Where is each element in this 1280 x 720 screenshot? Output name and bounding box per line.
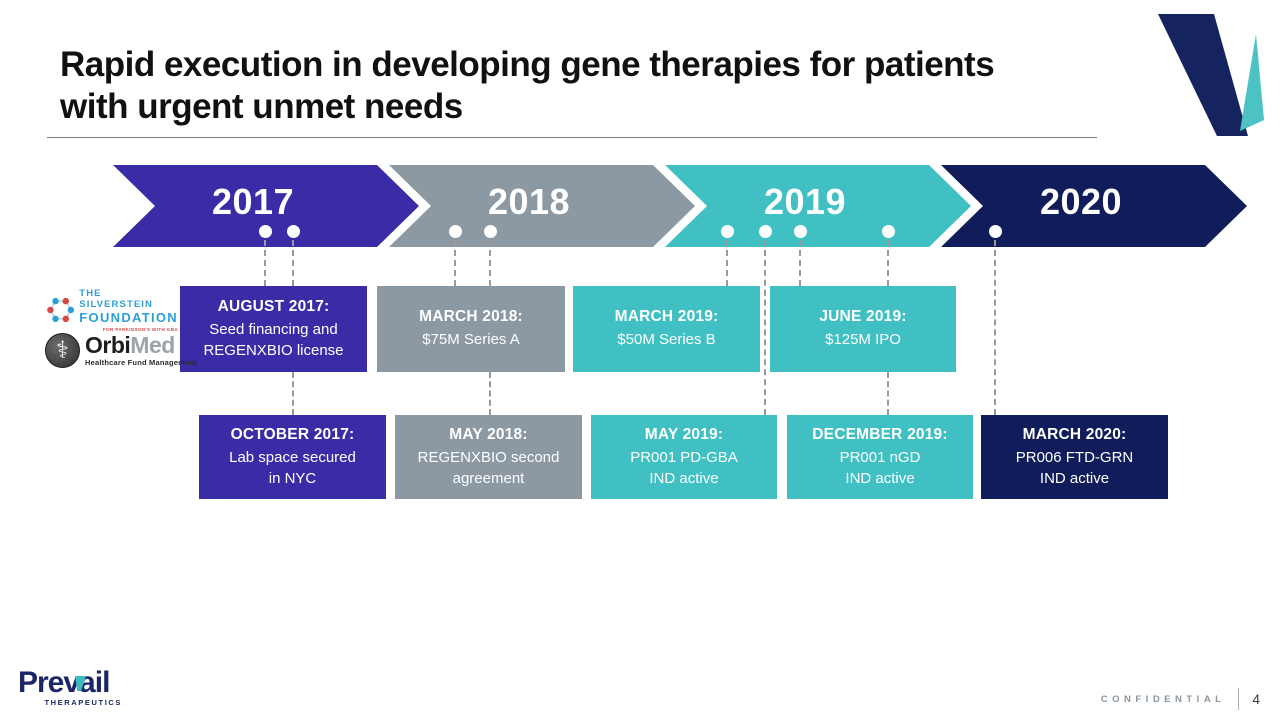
event-body: PR001 PD-GBA IND active [630,448,738,487]
event-heading: AUGUST 2017: [217,297,330,315]
caduceus-icon: ⚕ [45,333,80,368]
milestone-dot [449,225,462,238]
event-may-2018: MAY 2018: REGENXBIO second agreement [395,415,582,499]
prevail-therapeutics-logo: Prevail THERAPEUTICS [18,666,122,708]
connector-line [887,240,889,286]
prevail-teal-accent-icon [75,676,86,691]
year-label-2019: 2019 [763,181,847,222]
milestone-dot [721,225,734,238]
milestone-dot [882,225,895,238]
event-august-2017: AUGUST 2017: Seed financing and REGENXBI… [180,286,367,372]
event-march-2020: MARCH 2020: PR006 FTD-GRN IND active [981,415,1168,499]
event-body: REGENXBIO second agreement [417,448,560,487]
connector-line [994,240,996,415]
prevail-v-logo-icon [1158,14,1264,136]
orbimed-tagline: Healthcare Fund Management [85,358,197,367]
event-body: $125M IPO [825,331,901,348]
event-heading: MARCH 2019: [614,308,719,325]
event-march-2018: MARCH 2018: $75M Series A [377,286,565,372]
year-label-2020: 2020 [1039,181,1123,222]
connector-line [764,240,766,415]
event-october-2017: OCTOBER 2017: Lab space secured in NYC [199,415,386,499]
silverstein-foundation-logo: THE SILVERSTEIN FOUNDATION FOR PARKINSON… [46,288,178,332]
milestone-dot [989,225,1002,238]
silverstein-tagline: FOR PARKINSON'S WITH GBA [102,327,178,332]
prevail-subtext: THERAPEUTICS [44,698,122,707]
year-label-2018: 2018 [487,181,571,222]
event-body: $75M Series A [422,331,520,348]
event-body: Lab space secured in NYC [229,448,356,487]
event-body: PR006 FTD-GRN IND active [1015,448,1134,487]
milestone-dot [484,225,497,238]
prevail-wordmark: Prevail [18,666,110,699]
event-body: PR001 nGD IND active [839,448,921,487]
year-label-2017: 2017 [211,181,295,222]
timeline-chevron-2019: 2019 [665,165,971,247]
connector-line [799,240,801,286]
page-number: 4 [1252,691,1260,707]
event-june-2019: JUNE 2019: $125M IPO [770,286,956,372]
milestone-dot [794,225,807,238]
timeline-chevron-2018: 2018 [389,165,695,247]
footer-divider [1238,688,1240,710]
timeline-chevron-2020: 2020 [941,165,1247,247]
connector-line [292,372,294,415]
connector-line [264,240,266,286]
footer-meta: CONFIDENTIAL 4 [1101,688,1260,710]
event-heading: OCTOBER 2017: [230,425,355,443]
connector-line [292,240,294,286]
event-heading: MARCH 2020: [1022,425,1127,443]
silverstein-name-line1: THE SILVERSTEIN [79,288,153,310]
silverstein-name-line2: FOUNDATION [79,310,178,325]
milestone-dot [759,225,772,238]
event-heading: MAY 2018: [449,425,528,443]
event-december-2019: DECEMBER 2019: PR001 nGD IND active [787,415,973,499]
event-heading: DECEMBER 2019: [812,425,948,443]
event-heading: MARCH 2018: [419,308,523,325]
milestone-dot [287,225,300,238]
connector-line [454,240,456,286]
orbimed-name: OrbiMed [85,332,175,358]
event-heading: JUNE 2019: [819,308,907,325]
connector-line [887,372,889,415]
event-body: $50M Series B [617,331,716,348]
page-title: Rapid execution in developing gene thera… [60,45,995,126]
connector-line [489,240,491,286]
orbimed-logo: ⚕ OrbiMed Healthcare Fund Management [45,333,197,368]
event-body: Seed financing and REGENXBIO license [203,320,344,359]
connector-line [726,240,728,286]
title-underline [47,137,1097,138]
silverstein-ring-icon [47,297,75,323]
event-march-2019: MARCH 2019: $50M Series B [573,286,760,372]
event-heading: MAY 2019: [644,425,724,443]
milestone-dot [259,225,272,238]
connector-line [489,372,491,415]
confidential-label: CONFIDENTIAL [1100,693,1226,705]
event-may-2019: MAY 2019: PR001 PD-GBA IND active [591,415,777,499]
